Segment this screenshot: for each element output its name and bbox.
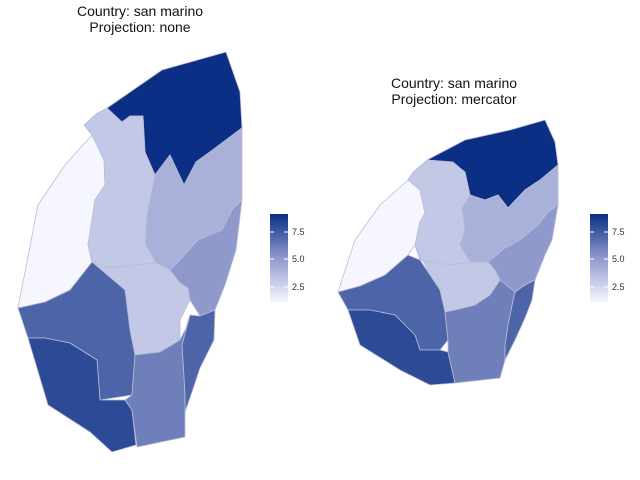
map-none xyxy=(0,0,320,480)
map-panel-none: Country: san marino Projection: none xyxy=(0,0,320,480)
map-mercator xyxy=(320,0,640,480)
map-panel-mercator: Country: san marino Projection: mercator xyxy=(320,0,640,480)
